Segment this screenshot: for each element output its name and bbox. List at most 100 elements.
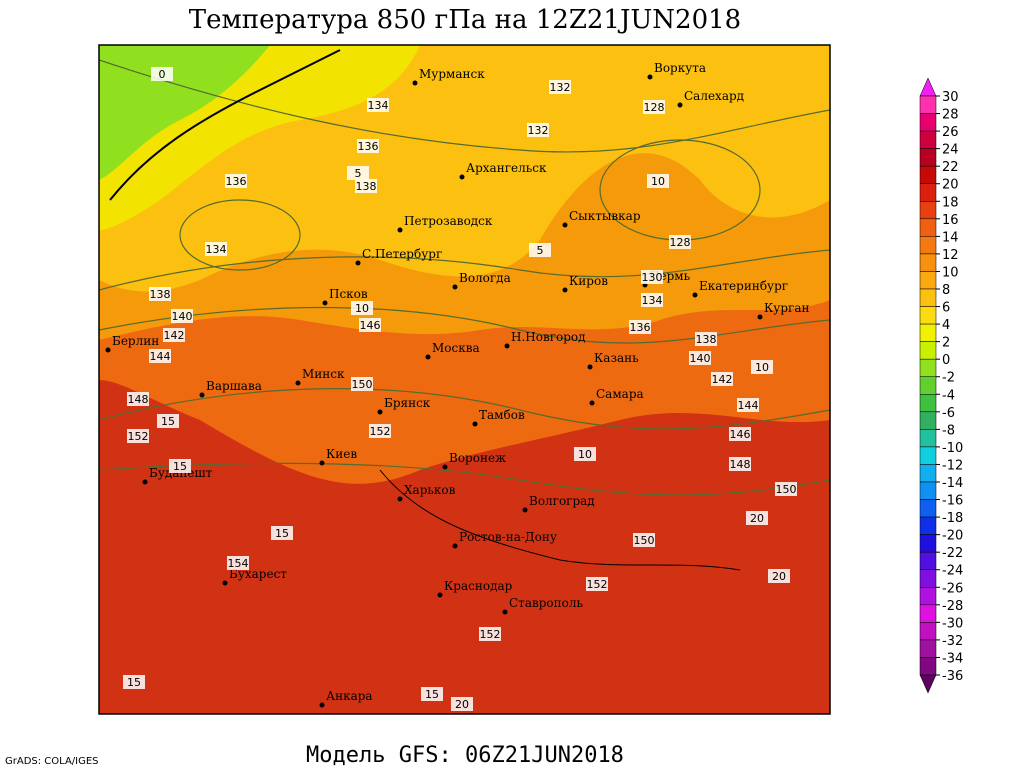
city-dot bbox=[452, 543, 458, 549]
contour-label: 138 bbox=[696, 333, 717, 346]
contour-label-bg bbox=[451, 697, 473, 711]
contour-label: 15 bbox=[425, 688, 439, 701]
contour-label-bg bbox=[729, 457, 751, 471]
contour bbox=[99, 462, 830, 496]
city-label: Казань bbox=[594, 351, 639, 365]
city-dot bbox=[562, 287, 568, 293]
contour-label: 10 bbox=[355, 302, 369, 315]
colorbar-band bbox=[919, 130, 937, 149]
contour-label: 132 bbox=[550, 81, 571, 94]
city-dot bbox=[425, 354, 431, 360]
city-dot bbox=[142, 479, 148, 485]
city-dot bbox=[442, 464, 448, 470]
coastline bbox=[379, 469, 741, 571]
contour-label: 10 bbox=[578, 448, 592, 461]
city-dot bbox=[677, 102, 683, 108]
colorbar-label: -36 bbox=[942, 669, 963, 684]
city-label: Анкара bbox=[326, 689, 373, 703]
coastline bbox=[109, 49, 341, 201]
contour-label-bg bbox=[729, 427, 751, 441]
colorbar-label: -34 bbox=[942, 651, 963, 666]
contour-label-bg bbox=[367, 98, 389, 112]
colorbar-band bbox=[919, 253, 937, 272]
contour-label-bg bbox=[169, 459, 191, 473]
contour-label-bg bbox=[633, 533, 655, 547]
contour-label-bg bbox=[149, 349, 171, 363]
contour-label-bg bbox=[205, 242, 227, 256]
contour-label: 5 bbox=[355, 167, 362, 180]
contour-label-bg bbox=[421, 687, 443, 701]
colorbar-label: -10 bbox=[942, 441, 963, 456]
colorbar-label: 22 bbox=[942, 160, 959, 175]
contour-label-bg bbox=[171, 309, 193, 323]
city-label: Воркута bbox=[654, 61, 706, 75]
contour-label-bg bbox=[737, 398, 759, 412]
city-label: Архангельск bbox=[466, 161, 547, 175]
colorbar-cap bbox=[919, 674, 937, 694]
contour-label-bg bbox=[127, 429, 149, 443]
colorbar-label: 20 bbox=[942, 178, 959, 193]
colorbar-label: -28 bbox=[942, 599, 963, 614]
colorbar-band bbox=[919, 323, 937, 342]
contour-label-bg bbox=[359, 318, 381, 332]
colorbar-band bbox=[919, 446, 937, 465]
contour-label-bg bbox=[527, 123, 549, 137]
city-label: Киев bbox=[326, 447, 357, 461]
colorbar-label: 10 bbox=[942, 265, 959, 280]
city-label: Самара bbox=[596, 387, 644, 401]
contour-label-bg bbox=[163, 328, 185, 342]
city-dot bbox=[647, 74, 653, 80]
colorbar-label: 6 bbox=[942, 301, 950, 316]
city-dot bbox=[452, 284, 458, 290]
city-label: Берлин bbox=[112, 334, 159, 348]
contour-label: 140 bbox=[172, 310, 193, 323]
contour-label-bg bbox=[355, 179, 377, 193]
contour-label-bg bbox=[641, 270, 663, 284]
colorbar-label: 24 bbox=[942, 143, 959, 158]
city-label: Воронеж bbox=[449, 451, 506, 465]
contour-label: 144 bbox=[738, 399, 759, 412]
city-dot bbox=[199, 392, 205, 398]
city-label: Брянск bbox=[384, 396, 431, 410]
contour-label: 136 bbox=[226, 175, 247, 188]
colorbar-band bbox=[919, 464, 937, 483]
contour-label-bg bbox=[123, 675, 145, 689]
map: Мурманск Воркута Салехард Архангельск Сыктыв… bbox=[98, 44, 831, 715]
contour-label: 136 bbox=[358, 140, 379, 153]
colorbar-label: -8 bbox=[942, 423, 955, 438]
contour-labels: 0136134136138134138140142144146148150152… bbox=[123, 67, 797, 711]
colorbar-band bbox=[919, 271, 937, 290]
contour-label-bg bbox=[768, 569, 790, 583]
colorbar: 302826242220181614121086420-2-4-6-8-10-1… bbox=[919, 77, 963, 694]
contour-label: 132 bbox=[528, 124, 549, 137]
colorbar-band bbox=[919, 587, 937, 606]
city-label: Харьков bbox=[404, 483, 456, 497]
colorbar-label: 8 bbox=[942, 283, 950, 298]
colorbar-label: -20 bbox=[942, 529, 963, 544]
contour-label: 138 bbox=[150, 288, 171, 301]
colorbar-band bbox=[919, 148, 937, 167]
city-label: Псков bbox=[329, 287, 368, 301]
colorbar-band bbox=[919, 411, 937, 430]
contour-label: 15 bbox=[173, 460, 187, 473]
city-label: С.Петербург bbox=[362, 247, 442, 261]
colorbar-label: -26 bbox=[942, 581, 963, 596]
colorbar-label: 2 bbox=[942, 336, 950, 351]
contour-label: 152 bbox=[587, 578, 608, 591]
colorbar-band bbox=[919, 569, 937, 588]
colorbar-label: -14 bbox=[942, 476, 963, 491]
contour-label: 15 bbox=[275, 527, 289, 540]
contour-label-bg bbox=[647, 174, 669, 188]
contour-label: 152 bbox=[370, 425, 391, 438]
contour-label: 0 bbox=[159, 68, 166, 81]
contour-label: 136 bbox=[630, 321, 651, 334]
contour-label-bg bbox=[746, 511, 768, 525]
city-label: Краснодар bbox=[444, 579, 513, 593]
colorbar-band bbox=[919, 516, 937, 535]
colorbar-label: 26 bbox=[942, 125, 959, 140]
contour-label: 146 bbox=[730, 428, 751, 441]
city-dot bbox=[397, 496, 403, 502]
contour-label: 134 bbox=[206, 243, 227, 256]
city-label: Ростов-на-Дону bbox=[459, 530, 557, 544]
